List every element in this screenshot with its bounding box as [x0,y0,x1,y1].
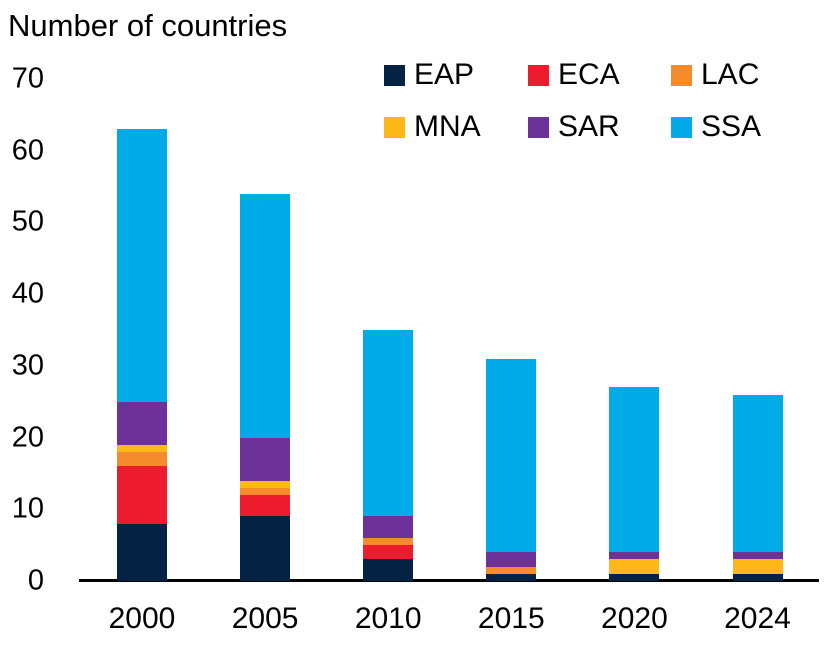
bar-segment-mna-2024 [732,559,783,574]
y-axis-tick-label: 10 [11,492,44,525]
bar-segment-eap-2005 [240,516,291,581]
legend-item-sar: SAR [528,110,620,144]
legend-swatch-icon-eca [528,64,549,86]
legend-item-lac: LAC [671,58,759,92]
x-axis-tick-label: 2015 [477,602,545,635]
bar-segment-eca-2005 [240,494,291,517]
bar-segment-ssa-2000 [117,129,167,402]
bar-segment-sar-2000 [117,401,167,445]
y-axis-tick-label: 70 [11,62,44,95]
bar-segment-ssa-2010 [363,330,414,517]
x-axis-tick-label: 2020 [601,602,668,635]
bar-segment-eca-2000 [117,466,167,524]
y-axis-tick-label: 40 [11,277,44,310]
legend-item-eca: ECA [528,58,620,92]
legend-label: SAR [558,110,620,143]
legend-item-ssa: SSA [671,110,761,144]
bar-segment-mna-2005 [240,480,291,488]
bar-segment-mna-2000 [117,444,167,452]
x-axis-tick-label: 2010 [354,602,422,635]
bar-segment-lac-2000 [117,451,167,467]
legend-item-eap: EAP [384,58,474,92]
bar-segment-eap-2015 [486,573,537,581]
legend-swatch-icon-sar [528,116,549,138]
bar-segment-ssa-2005 [240,193,291,438]
bar-segment-sar-2024 [732,552,783,560]
bar-segment-eap-2024 [732,573,783,581]
legend-label: LAC [701,58,760,91]
bar-segment-eap-2000 [117,523,167,581]
legend-label: EAP [414,58,475,91]
bar-segment-eap-2010 [363,559,414,581]
bar-segment-sar-2005 [240,437,291,481]
bar-segment-sar-2010 [363,516,414,538]
legend-item-mna: MNA [384,110,481,144]
bar-segment-ssa-2020 [609,387,660,553]
bar-segment-ssa-2024 [732,394,783,553]
legend-label: ECA [558,58,620,91]
bar-segment-sar-2020 [609,552,660,560]
bar-segment-eca-2010 [363,545,414,560]
bar-segment-lac-2005 [240,487,291,495]
x-axis-line [79,579,819,582]
bar-segment-sar-2015 [486,552,537,567]
y-axis-tick-label: 30 [11,349,44,382]
chart-title: Number of countries [8,8,288,43]
legend-swatch-icon-lac [671,64,692,86]
bar-segment-mna-2020 [609,559,660,574]
legend: EAP ECA LAC MNA SAR SSA [0,0,826,160]
bar-segment-eap-2020 [609,573,660,581]
y-axis-tick-label: 50 [11,205,44,238]
legend-swatch-icon-ssa [671,116,692,138]
bar-segment-lac-2015 [486,566,537,574]
bar-segment-ssa-2015 [486,358,537,553]
legend-swatch-icon-eap [384,64,405,86]
legend-label: MNA [414,110,481,143]
legend-label: SSA [701,110,762,143]
y-axis-tick-label: 60 [11,134,44,167]
legend-swatch-icon-mna [384,116,405,138]
bar-segment-lac-2010 [363,537,414,546]
y-axis-tick-label: 0 [27,564,44,597]
x-axis-tick-label: 2000 [108,602,176,635]
x-axis-tick-label: 2024 [724,602,791,635]
y-axis-tick-label: 20 [11,421,44,454]
x-axis-tick-label: 2005 [231,602,299,635]
